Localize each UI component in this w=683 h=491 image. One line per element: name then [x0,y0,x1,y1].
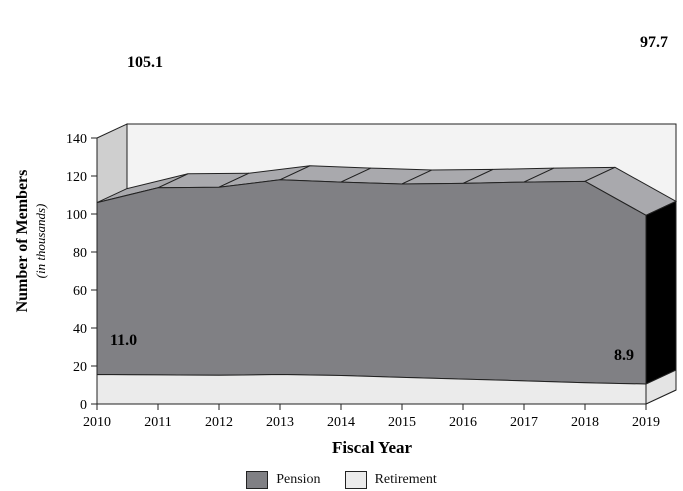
y-tick-label: 40 [73,322,87,337]
x-tick-label: 2010 [83,415,111,430]
legend-label-retirement: Retirement [374,472,437,487]
y-axis: 0 20 40 60 80 100 120 140 [66,132,98,413]
y-axis-subtitle: (in thousands) [33,204,48,279]
y-tick-label: 0 [80,398,87,413]
legend-item-retirement: Retirement [344,471,437,489]
y-tick-label: 120 [66,170,87,185]
annotation-total-end: 97.7 [640,34,668,51]
x-axis-title: Fiscal Year [332,438,413,457]
legend: Pension Retirement [0,470,683,490]
x-tick-label: 2012 [205,415,233,430]
x-tick-label: 2014 [327,415,355,430]
x-tick-label: 2017 [510,415,538,430]
y-tick-label: 100 [66,208,87,223]
annotations: 105.1 97.7 11.0 8.9 [110,34,668,364]
y-tick-label: 80 [73,246,87,261]
legend-swatch-pension [246,471,269,489]
pension-side-face [645,200,677,385]
x-tick-label: 2019 [632,415,660,430]
x-axis: 2010 2011 2012 2013 2014 2015 2016 2017 2018 2019 [83,403,660,430]
annotation-total-start: 105.1 [127,54,163,71]
legend-swatch-retirement [344,471,367,489]
x-tick-label: 2011 [144,415,171,430]
x-tick-label: 2018 [571,415,599,430]
legend-label-pension: Pension [276,472,321,487]
y-axis-title: Number of Members [14,170,31,313]
pension-area [96,179,647,385]
annotation-retirement-end: 8.9 [614,347,634,364]
x-tick-label: 2015 [388,415,416,430]
y-tick-label: 140 [66,132,87,147]
x-tick-label: 2013 [266,415,294,430]
legend-item-pension: Pension [246,471,321,489]
x-tick-label: 2016 [449,415,477,430]
plot-areas [96,165,678,405]
y-tick-label: 20 [73,360,87,375]
y-tick-label: 60 [73,284,87,299]
annotation-retirement-start: 11.0 [110,332,137,349]
axis-titles: Number of Members (in thousands) Fiscal … [14,170,412,457]
